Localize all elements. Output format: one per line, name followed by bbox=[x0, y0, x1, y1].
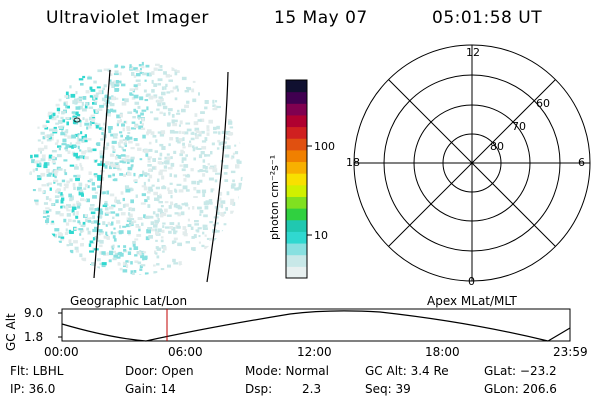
colorbar bbox=[285, 79, 312, 279]
timeline-plot bbox=[58, 308, 571, 342]
mlat-label-80: 80 bbox=[490, 140, 504, 153]
colorbar-segment bbox=[286, 196, 307, 209]
altitude-curve bbox=[61, 310, 571, 342]
colorbar-segment bbox=[286, 254, 307, 267]
colorbar-segment bbox=[286, 173, 307, 186]
observation-time: 05:01:58 UT bbox=[432, 8, 543, 28]
colorbar-segment bbox=[286, 114, 307, 128]
colorbar-segment bbox=[286, 91, 307, 104]
instrument-title: Ultraviolet Imager bbox=[46, 8, 209, 28]
polar-grid bbox=[353, 44, 591, 282]
lon-line-east bbox=[206, 71, 229, 283]
colorbar-segment bbox=[286, 184, 307, 197]
landmark-contour bbox=[73, 117, 81, 123]
colorbar-segment bbox=[286, 161, 307, 174]
diagonal-line-2 bbox=[388, 79, 556, 247]
observation-date: 15 May 07 bbox=[274, 8, 368, 28]
y-tick-9: 9.0 bbox=[24, 306, 44, 320]
status-gain: Gain: 14 bbox=[125, 382, 176, 396]
mlt-label-12: 12 bbox=[466, 46, 480, 59]
colorbar-segment bbox=[286, 80, 307, 93]
gc-alt-axis-title: GC Alt bbox=[4, 313, 18, 351]
mlat-label-60: 60 bbox=[536, 97, 550, 110]
colorbar-segment bbox=[286, 208, 307, 221]
colorbar-tick-label-10: 10 bbox=[314, 229, 328, 242]
mlat-label-70: 70 bbox=[512, 120, 526, 133]
mlt-label-18: 18 bbox=[346, 156, 360, 169]
colorbar-unit-label: photon cm⁻²s⁻¹ bbox=[268, 154, 281, 240]
x-tick-1800: 18:00 bbox=[425, 345, 460, 359]
status-dsp-value: 2.3 bbox=[302, 382, 322, 396]
status-door: Door: Open bbox=[125, 364, 194, 378]
colorbar-segment bbox=[286, 266, 307, 279]
x-tick-1200: 12:00 bbox=[297, 345, 332, 359]
status-ip: IP: 36.0 bbox=[10, 382, 56, 396]
y-tick-1-8: 1.8 bbox=[24, 330, 44, 344]
status-gc-alt: GC Alt: 3.4 Re bbox=[365, 364, 449, 378]
x-tick-2359: 23:59 bbox=[553, 345, 588, 359]
colorbar-segment bbox=[286, 243, 307, 256]
colorbar-segment bbox=[286, 231, 307, 244]
status-seq: Seq: 39 bbox=[365, 382, 411, 396]
status-dsp-label: Dsp: bbox=[245, 382, 273, 396]
auroral-image bbox=[29, 61, 243, 283]
status-flt: Flt: LBHL bbox=[10, 364, 64, 378]
x-tick-0000: 00:00 bbox=[44, 345, 79, 359]
status-glon: GLon: 206.6 bbox=[484, 382, 557, 396]
status-mode: Mode: Normal bbox=[245, 364, 329, 378]
mlt-label-0: 0 bbox=[468, 275, 475, 288]
mlt-label-6: 6 bbox=[578, 156, 585, 169]
lon-line-west bbox=[93, 69, 111, 279]
colorbar-segment bbox=[286, 219, 307, 232]
colorbar-segment bbox=[286, 126, 307, 139]
x-tick-0600: 06:00 bbox=[168, 345, 203, 359]
colorbar-segment bbox=[286, 103, 307, 116]
colorbar-tick-label-100: 100 bbox=[314, 140, 335, 153]
colorbar-segment bbox=[286, 138, 307, 151]
status-glat: GLat: −23.2 bbox=[484, 364, 557, 378]
colorbar-segment bbox=[286, 149, 307, 163]
geographic-label: Geographic Lat/Lon bbox=[70, 294, 188, 308]
apex-label: Apex MLat/MLT bbox=[427, 294, 517, 308]
